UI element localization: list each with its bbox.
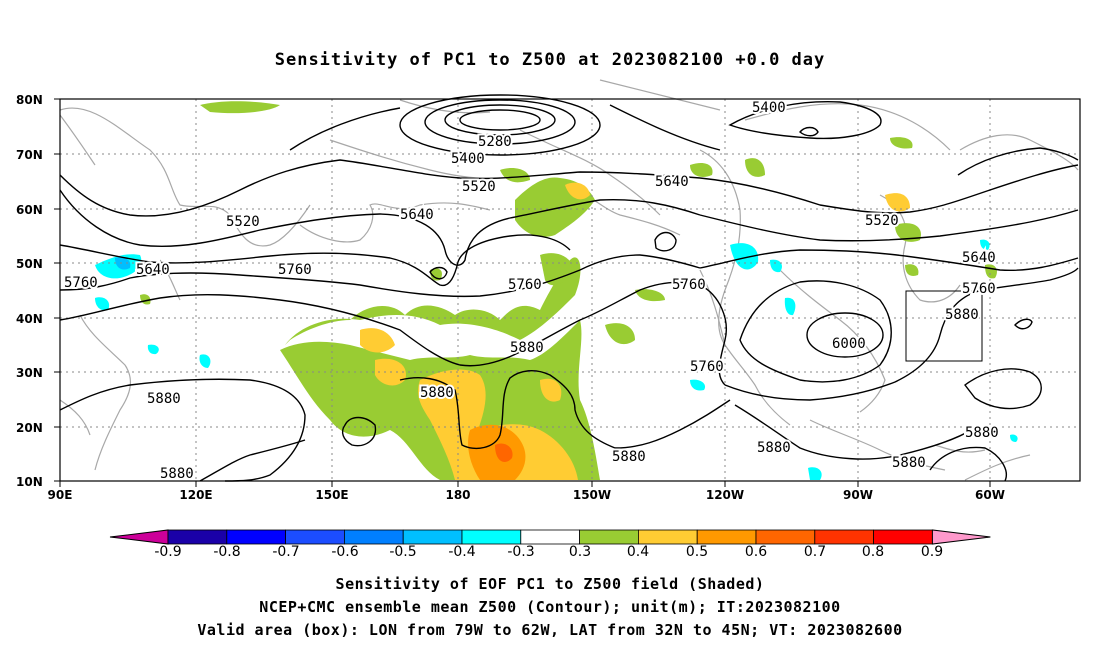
contour-label: 5880 — [612, 449, 646, 465]
lat-label: 40N — [16, 312, 43, 326]
colorbar-label: -0.6 — [331, 544, 358, 560]
colorbar-segment — [873, 529, 933, 545]
colorbar-segment — [755, 529, 816, 545]
colorbar-segment — [402, 529, 463, 545]
contour-label: 5880 — [965, 425, 999, 441]
colorbar-segment — [285, 529, 345, 545]
contour-label: 5760 — [64, 275, 98, 291]
colorbar-segment — [226, 529, 287, 545]
lon-label: 90E — [48, 488, 73, 502]
lon-label: 180 — [445, 488, 470, 502]
colorbar-label: -0.5 — [389, 544, 416, 560]
colorbar-label: -0.3 — [507, 544, 534, 560]
contour-label: 5880 — [420, 385, 454, 401]
colorbar-labels: -0.9 -0.8 -0.7 -0.6 -0.5 -0.4 -0.3 0.3 0… — [154, 544, 943, 560]
chart-title: Sensitivity of PC1 to Z500 at 2023082100… — [274, 50, 826, 70]
contour-label: 5880 — [892, 455, 926, 471]
contour-label: 5880 — [945, 307, 979, 323]
colorbar-label: 0.8 — [862, 544, 884, 560]
contour-label: 5520 — [462, 179, 496, 195]
coastlines — [59, 79, 1079, 481]
z500-contours — [59, 94, 1079, 482]
contour-labels: 5280 5400 5400 5520 5520 5520 5640 5640 … — [62, 98, 1001, 484]
contour-label: 5880 — [510, 340, 544, 356]
colorbar-label: 0.3 — [569, 544, 591, 560]
contour-label: 5400 — [752, 100, 786, 116]
colorbar-label: -0.7 — [272, 544, 299, 560]
lat-label: 60N — [16, 203, 43, 217]
map-frame — [59, 98, 1081, 482]
lat-label: 70N — [16, 148, 43, 162]
caption-line-3: Valid area (box): LON from 79W to 62W, L… — [197, 621, 903, 639]
caption-line-2: NCEP+CMC ensemble mean Z500 (Contour); u… — [259, 598, 841, 616]
lat-label: 10N — [16, 475, 43, 489]
colorbar-segment — [638, 529, 698, 545]
colorbar-label: 0.4 — [627, 544, 649, 560]
lat-label: 80N — [16, 93, 43, 107]
colorbar-segment — [814, 529, 874, 545]
contour-label: 5640 — [400, 207, 434, 223]
colorbar-label: 0.7 — [804, 544, 826, 560]
contour-label: 5520 — [865, 213, 899, 229]
colorbar-label: 0.6 — [745, 544, 767, 560]
colorbar-label: -0.4 — [448, 544, 475, 560]
graticule — [60, 99, 1080, 481]
lat-label: 30N — [16, 366, 43, 380]
colorbar-segment — [696, 529, 757, 545]
lon-label: 120W — [706, 488, 744, 502]
contour-label: 5760 — [508, 277, 542, 293]
lat-label: 20N — [16, 421, 43, 435]
colorbar-label: 0.5 — [686, 544, 708, 560]
contour-label: 5640 — [962, 250, 996, 266]
colorbar-segment — [167, 529, 228, 545]
contour-label: 5880 — [147, 391, 181, 407]
colorbar-low-end — [109, 529, 169, 545]
colorbar-high-end — [931, 529, 991, 545]
colorbar-label: -0.9 — [154, 544, 181, 560]
contour-label: 5520 — [226, 214, 260, 230]
contour-label: 5760 — [672, 277, 706, 293]
lon-label: 150E — [315, 488, 348, 502]
contour-label: 5640 — [136, 262, 170, 278]
lat-label: 50N — [16, 257, 43, 271]
caption-line-1: Sensitivity of EOF PC1 to Z500 field (Sh… — [335, 575, 765, 593]
colorbar-segment — [579, 529, 639, 545]
colorbar-segment — [461, 529, 522, 545]
contour-label: 5640 — [655, 174, 689, 190]
lon-axis: 90E 120E 150E 180 150W 120W 90W 60W — [48, 488, 1005, 502]
lon-label: 60W — [975, 488, 1005, 502]
contour-label: 6000 — [832, 336, 866, 352]
lon-label: 120E — [179, 488, 212, 502]
colorbar-label: 0.9 — [921, 544, 943, 560]
contour-label: 5760 — [962, 281, 996, 297]
contour-label: 5880 — [757, 440, 791, 456]
colorbar-segment — [520, 529, 580, 545]
valid-area-box — [905, 290, 983, 362]
contour-label: 5880 — [160, 466, 194, 482]
lon-label: 90W — [843, 488, 873, 502]
colorbar-label: -0.8 — [213, 544, 240, 560]
contour-label: 5760 — [278, 262, 312, 278]
negative-sensitivity-areas — [95, 239, 1018, 480]
positive-sensitivity-areas — [140, 101, 997, 480]
contour-label: 5280 — [478, 134, 512, 150]
colorbar-segment — [343, 529, 404, 545]
lat-axis: 80N 70N 60N 50N 40N 30N 20N 10N — [16, 93, 43, 489]
contour-label: 5760 — [690, 359, 724, 375]
colorbar — [109, 529, 991, 545]
contour-label: 5400 — [451, 151, 485, 167]
lon-label: 150W — [573, 488, 611, 502]
